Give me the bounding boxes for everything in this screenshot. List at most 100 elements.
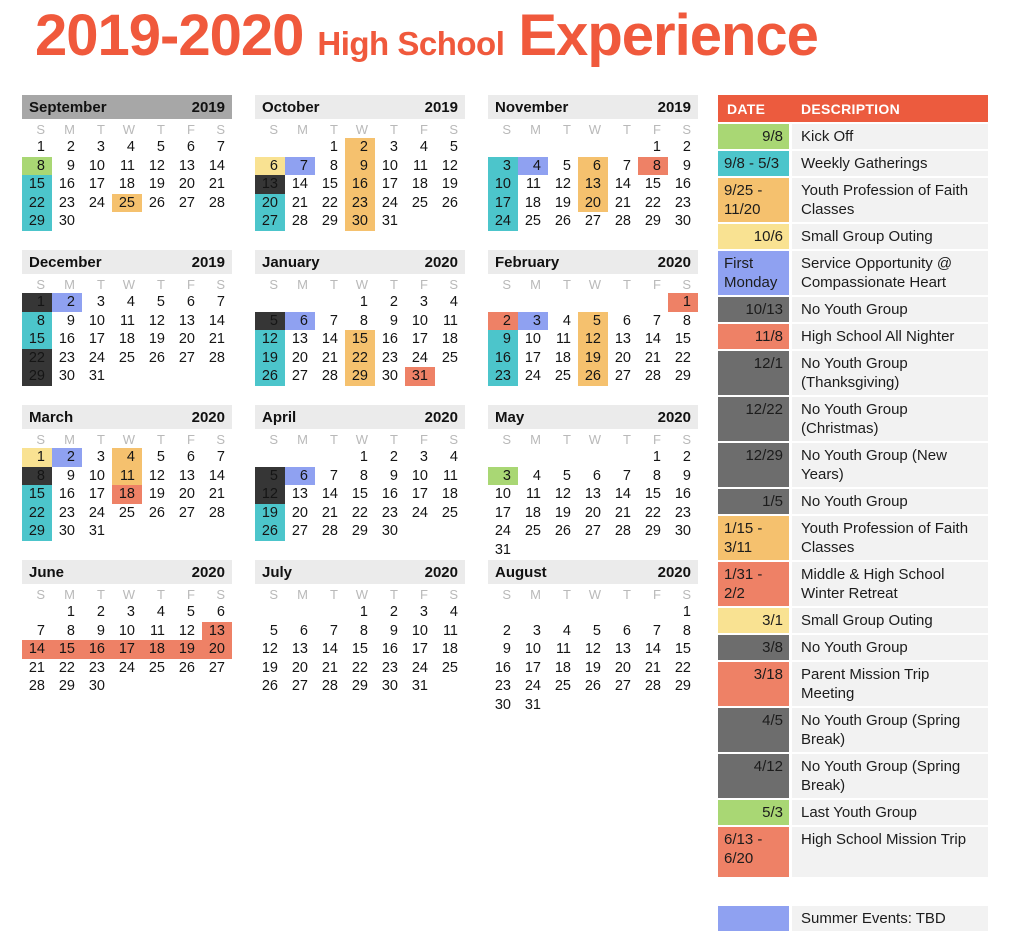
- day-cell: 23: [494, 678, 511, 694]
- day-cell: 2: [389, 449, 398, 465]
- legend-row: 3/8 No Youth Group: [718, 635, 988, 660]
- month-name: August: [495, 563, 547, 581]
- day-cell: 22: [58, 659, 75, 676]
- legend-row: 9/8 Kick Off: [718, 124, 988, 149]
- day-cell-empty: [315, 448, 345, 467]
- day-cell: 24: [118, 659, 135, 676]
- weekday-label: S: [36, 276, 45, 292]
- day-cell-empty: [488, 293, 518, 312]
- day-cell: 29: [321, 213, 338, 229]
- day-cell-empty: [285, 603, 315, 622]
- day-cell: 28: [208, 504, 225, 521]
- legend-row: 12/22 No Youth Group (Christmas): [718, 397, 988, 441]
- day-cell: 20: [291, 659, 308, 676]
- day-cell: 20: [178, 331, 195, 347]
- legend-row: 1/31 - 2/2 Middle & High School Winter Re…: [718, 562, 988, 606]
- legend-description: Kick Off: [792, 124, 988, 149]
- day-cell: 8: [329, 157, 338, 174]
- month-year: 2020: [657, 408, 691, 426]
- day-cell: 25: [112, 193, 142, 212]
- day-cell: 24: [524, 678, 541, 694]
- month-block-february: February 2020 S M T W T F S 1 2 3 4 5 6 7 8 9 10 11 12 13 14 15…: [488, 250, 698, 405]
- day-cell: 12: [255, 485, 285, 504]
- legend-header-description: DESCRIPTION: [801, 100, 900, 117]
- day-cell: 1: [36, 139, 45, 155]
- day-cell: 1: [359, 604, 368, 620]
- day-cell: 25: [441, 349, 458, 366]
- legend-description: No Youth Group (New Years): [792, 443, 988, 487]
- day-cell: 4: [156, 604, 165, 620]
- weekday-label: T: [623, 431, 631, 447]
- day-cell: 17: [494, 504, 511, 521]
- day-cell: 6: [186, 139, 195, 155]
- day-cell: 27: [291, 678, 308, 694]
- day-cell: 4: [112, 448, 142, 467]
- day-cell: 9: [502, 641, 511, 657]
- day-cell: 8: [66, 622, 75, 639]
- day-cell: 19: [148, 176, 165, 192]
- legend-date: 12/22: [718, 397, 789, 441]
- day-cell-empty: [285, 293, 315, 312]
- weekday-label: T: [623, 276, 631, 292]
- day-cell: 3: [96, 139, 105, 155]
- day-cell: 24: [494, 523, 511, 539]
- legend-row: 10/13 No Youth Group: [718, 297, 988, 322]
- weekday-label: W: [355, 431, 368, 447]
- day-cell: 10: [381, 157, 398, 174]
- day-cell: 23: [674, 504, 691, 521]
- legend-date: 4/5: [718, 708, 789, 752]
- day-cell: 8: [22, 311, 52, 330]
- month-header: December 2019: [22, 250, 232, 274]
- day-cell: 13: [291, 331, 308, 347]
- month-year: 2020: [424, 408, 458, 426]
- weekday-label: S: [449, 276, 458, 292]
- day-cell: 20: [178, 486, 195, 502]
- weekday-label: F: [187, 586, 195, 602]
- weekday-label: T: [97, 121, 105, 137]
- day-cell: 15: [644, 176, 661, 192]
- day-cell: 4: [126, 294, 135, 310]
- day-cell: 13: [178, 467, 195, 484]
- day-cell: 14: [644, 331, 661, 347]
- weekday-label: M: [530, 586, 541, 602]
- weekday-label: T: [157, 431, 165, 447]
- day-cell-empty: [548, 448, 578, 467]
- title-word: Experience: [518, 3, 819, 68]
- legend-row: 10/6 Small Group Outing: [718, 224, 988, 249]
- weekday-label: F: [653, 121, 661, 137]
- day-cell: 17: [88, 331, 105, 347]
- legend-row: 9/8 - 5/3 Weekly Gatherings: [718, 151, 988, 176]
- day-cell: 3: [488, 156, 518, 175]
- weekday-label: M: [64, 276, 75, 292]
- legend-date: [718, 879, 789, 904]
- day-cell: 16: [58, 176, 75, 192]
- day-cell: 15: [351, 641, 368, 657]
- day-cell: 9: [488, 330, 518, 349]
- month-block-november: November 2019 S M T W T F S 1 2 3 4 5 6 7 8 9 10 11 12 13 14 15…: [488, 95, 698, 250]
- day-cell: 19: [584, 659, 601, 676]
- weekday-label: F: [653, 276, 661, 292]
- day-cell: 28: [208, 194, 225, 211]
- day-cell: 10: [411, 467, 428, 484]
- day-cell: 9: [389, 467, 398, 484]
- legend-date: 1/15 - 3/11: [718, 516, 789, 560]
- day-cell: 23: [381, 659, 398, 676]
- day-cell: 19: [261, 659, 278, 676]
- day-cell: 13: [291, 486, 308, 502]
- day-cell: 16: [488, 348, 518, 367]
- day-cell: 21: [614, 194, 631, 211]
- day-cell: 25: [411, 194, 428, 211]
- day-cell: 20: [614, 659, 631, 676]
- day-cell: 17: [524, 659, 541, 676]
- legend-row: 3/18 Parent Mission Trip Meeting: [718, 662, 988, 706]
- day-cell: 23: [674, 194, 691, 211]
- day-cell: 15: [345, 330, 375, 349]
- weekday-label: T: [390, 121, 398, 137]
- day-cell: 13: [578, 175, 608, 194]
- day-cell: 2: [52, 293, 82, 312]
- day-grid: 1 2 3 4 5 6 7 8 9 10 11 12 13 14 15 16 17 18 19 20 21 22 23 24 2…: [22, 448, 232, 541]
- day-cell: 28: [644, 678, 661, 694]
- month-year: 2019: [657, 98, 691, 116]
- day-cell: 6: [592, 467, 601, 484]
- day-cell: 27: [178, 349, 195, 366]
